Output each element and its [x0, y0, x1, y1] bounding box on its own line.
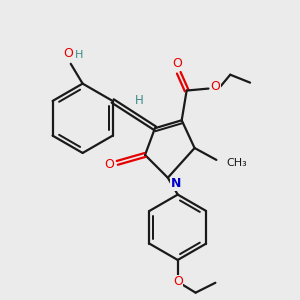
Text: N: N	[171, 177, 181, 190]
Text: CH₃: CH₃	[226, 158, 247, 168]
Text: O: O	[211, 80, 220, 93]
Text: H: H	[134, 94, 143, 107]
Text: O: O	[63, 47, 73, 60]
Text: O: O	[172, 57, 182, 70]
Text: O: O	[173, 275, 183, 288]
Text: H: H	[74, 50, 83, 60]
Text: O: O	[104, 158, 114, 171]
